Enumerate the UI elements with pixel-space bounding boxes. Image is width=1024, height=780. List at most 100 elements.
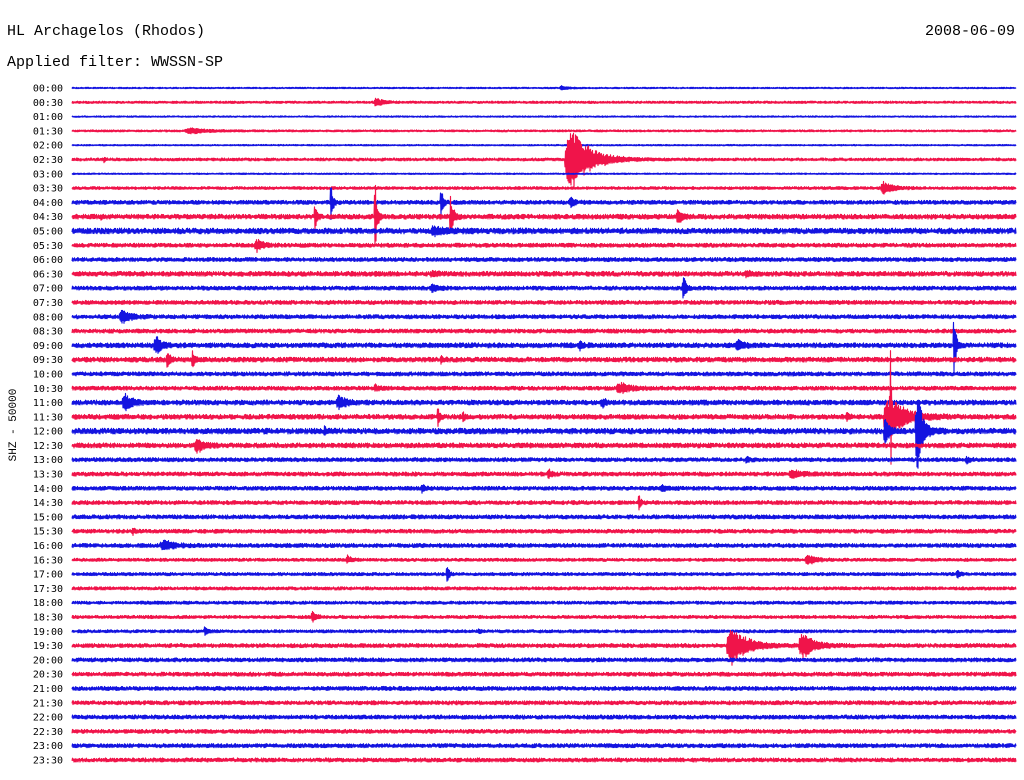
row-label-07-00: 07:00: [33, 284, 63, 295]
row-label-08-30: 08:30: [33, 327, 63, 338]
row-label-05-30: 05:30: [33, 241, 63, 252]
trace-07-00: [71, 277, 1017, 299]
row-label-03-00: 03:00: [33, 169, 63, 180]
row-label-11-30: 11:30: [33, 412, 63, 423]
trace-23-30: [71, 757, 1017, 763]
row-label-20-30: 20:30: [33, 670, 63, 681]
row-label-09-30: 09:30: [33, 355, 63, 366]
trace-11-00: [71, 392, 1017, 412]
trace-16-00: [71, 539, 1017, 551]
trace-15-00: [71, 514, 1017, 520]
trace-13-00: [71, 455, 1017, 465]
row-label-21-30: 21:30: [33, 698, 63, 709]
row-label-10-00: 10:00: [33, 370, 63, 381]
trace-18-00: [71, 600, 1017, 605]
trace-19-00: [71, 626, 1017, 636]
trace-12-00: [71, 401, 1017, 469]
row-label-18-30: 18:30: [33, 613, 63, 624]
seismic-traces: [71, 85, 1017, 763]
trace-01-30: [71, 127, 1017, 135]
trace-16-30: [71, 554, 1017, 565]
station-title: HL Archagelos (Rhodos): [7, 23, 205, 40]
row-label-21-00: 21:00: [33, 684, 63, 695]
row-label-05-00: 05:00: [33, 227, 63, 238]
trace-02-30: [71, 132, 1017, 189]
trace-06-00: [71, 257, 1017, 263]
row-label-02-30: 02:30: [33, 155, 63, 166]
plot-date: 2008-06-09: [925, 23, 1015, 40]
row-label-13-30: 13:30: [33, 470, 63, 481]
trace-22-00: [71, 714, 1017, 720]
row-label-19-30: 19:30: [33, 641, 63, 652]
trace-05-00: [71, 225, 1017, 238]
trace-00-30: [71, 97, 1017, 107]
row-label-23-30: 23:30: [33, 756, 63, 767]
trace-10-30: [71, 381, 1017, 395]
row-label-16-00: 16:00: [33, 541, 63, 552]
time-axis-labels: 00:00 00:30 01:00 01:30 02:00 02:30 03:00 03:30…: [33, 84, 63, 767]
trace-04-00: [71, 187, 1017, 220]
trace-12-30: [71, 439, 1017, 454]
trace-17-00: [71, 567, 1017, 582]
trace-08-00: [71, 309, 1017, 324]
row-label-10-30: 10:30: [33, 384, 63, 395]
row-label-20-00: 20:00: [33, 655, 63, 666]
trace-22-30: [71, 728, 1017, 734]
row-label-22-30: 22:30: [33, 727, 63, 738]
trace-14-30: [71, 495, 1017, 511]
trace-06-30: [71, 269, 1017, 279]
row-label-04-00: 04:00: [33, 198, 63, 209]
trace-20-00: [71, 657, 1017, 663]
trace-00-00: [71, 85, 1017, 91]
trace-10-00: [71, 371, 1017, 377]
trace-03-00: [71, 172, 1017, 176]
row-label-03-30: 03:30: [33, 184, 63, 195]
row-label-13-00: 13:00: [33, 455, 63, 466]
row-label-18-00: 18:00: [33, 598, 63, 609]
row-label-04-30: 04:30: [33, 212, 63, 223]
row-label-00-30: 00:30: [33, 98, 63, 109]
row-label-12-00: 12:00: [33, 427, 63, 438]
trace-11-30: [71, 350, 1017, 465]
trace-09-00: [71, 321, 1017, 374]
trace-21-00: [71, 685, 1017, 692]
row-label-14-30: 14:30: [33, 498, 63, 509]
trace-05-30: [71, 238, 1017, 254]
trace-01-00: [71, 115, 1017, 118]
trace-04-30: [71, 184, 1017, 247]
row-label-02-00: 02:00: [33, 141, 63, 152]
trace-17-30: [71, 586, 1017, 591]
row-label-08-00: 08:00: [33, 312, 63, 323]
channel-scale-label: SHZ - 50000: [8, 389, 20, 462]
row-label-07-30: 07:30: [33, 298, 63, 309]
row-label-14-00: 14:00: [33, 484, 63, 495]
row-label-06-00: 06:00: [33, 255, 63, 266]
trace-18-30: [71, 610, 1017, 623]
row-label-19-00: 19:00: [33, 627, 63, 638]
row-label-09-00: 09:00: [33, 341, 63, 352]
trace-08-30: [71, 328, 1017, 334]
filter-label: Applied filter: WWSSN-SP: [7, 54, 223, 71]
row-label-23-00: 23:00: [33, 741, 63, 752]
row-label-15-30: 15:30: [33, 527, 63, 538]
row-label-01-00: 01:00: [33, 112, 63, 123]
trace-07-30: [71, 299, 1017, 306]
row-label-16-30: 16:30: [33, 555, 63, 566]
row-label-06-30: 06:30: [33, 269, 63, 280]
trace-13-30: [71, 468, 1017, 480]
row-label-00-00: 00:00: [33, 84, 63, 95]
row-label-01-30: 01:30: [33, 126, 63, 137]
trace-09-30: [71, 350, 1017, 368]
trace-23-00: [71, 743, 1017, 749]
trace-14-00: [71, 484, 1017, 494]
trace-21-30: [71, 700, 1017, 706]
row-label-22-00: 22:00: [33, 713, 63, 724]
row-label-15-00: 15:00: [33, 512, 63, 523]
trace-20-30: [71, 671, 1017, 677]
trace-03-30: [71, 180, 1017, 195]
trace-19-30: [71, 630, 1017, 666]
trace-15-30: [71, 527, 1017, 536]
row-label-11-00: 11:00: [33, 398, 63, 409]
row-label-17-00: 17:00: [33, 570, 63, 581]
